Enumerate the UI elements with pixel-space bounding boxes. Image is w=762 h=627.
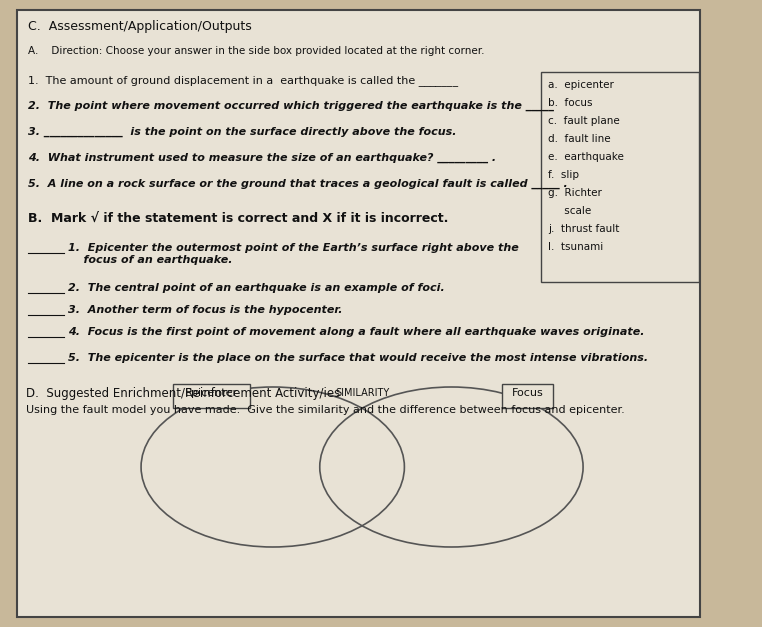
Text: Focus: Focus — [512, 388, 543, 398]
Text: 2.  The point where movement occurred which triggered the earthquake is the ____: 2. The point where movement occurred whi… — [28, 101, 554, 111]
Text: 1.  The amount of ground displacement in a  earthquake is called the _______: 1. The amount of ground displacement in … — [28, 75, 458, 86]
Text: A.    Direction: Choose your answer in the side box provided located at the righ: A. Direction: Choose your answer in the … — [28, 46, 485, 56]
Text: l.  tsunami: l. tsunami — [549, 242, 604, 252]
Text: 3. ______________  is the point on the surface directly above the focus.: 3. ______________ is the point on the su… — [28, 127, 456, 137]
Text: f.  slip: f. slip — [549, 170, 579, 180]
Text: scale: scale — [549, 206, 591, 216]
Text: C.  Assessment/Application/Outputs: C. Assessment/Application/Outputs — [28, 20, 252, 33]
Text: d.  fault line: d. fault line — [549, 134, 611, 144]
Text: j.  thrust fault: j. thrust fault — [549, 224, 620, 234]
Text: b.  focus: b. focus — [549, 98, 593, 108]
FancyBboxPatch shape — [173, 384, 250, 408]
FancyBboxPatch shape — [541, 72, 699, 282]
Text: Epicenter: Epicenter — [185, 388, 239, 398]
Text: B.  Mark √ if the statement is correct and X if it is incorrect.: B. Mark √ if the statement is correct an… — [28, 213, 449, 226]
Text: 4.  Focus is the first point of movement along a fault where all earthquake wave: 4. Focus is the first point of movement … — [68, 327, 644, 337]
Text: g.  Richter: g. Richter — [549, 188, 602, 198]
Text: 2.  The central point of an earthquake is an example of foci.: 2. The central point of an earthquake is… — [68, 283, 444, 293]
Text: a.  epicenter: a. epicenter — [549, 80, 614, 90]
Text: Using the fault model you have made.  Give the similarity and the difference bet: Using the fault model you have made. Giv… — [27, 405, 625, 415]
Text: 4.  What instrument used to measure the size of an earthquake? _________ .: 4. What instrument used to measure the s… — [28, 153, 496, 163]
Text: e.  earthquake: e. earthquake — [549, 152, 624, 162]
FancyBboxPatch shape — [17, 10, 700, 617]
FancyBboxPatch shape — [502, 384, 553, 408]
Text: SIMILARITY: SIMILARITY — [335, 388, 389, 398]
Text: 5.  The epicenter is the place on the surface that would receive the most intens: 5. The epicenter is the place on the sur… — [68, 353, 648, 363]
Text: 5.  A line on a rock surface or the ground that traces a geological fault is cal: 5. A line on a rock surface or the groun… — [28, 179, 568, 189]
Text: 3.  Another term of focus is the hypocenter.: 3. Another term of focus is the hypocent… — [68, 305, 342, 315]
Text: c.  fault plane: c. fault plane — [549, 116, 620, 126]
Text: D.  Suggested Enrichment/Reinforcement Activity/ies: D. Suggested Enrichment/Reinforcement Ac… — [27, 387, 341, 400]
Text: 1.  Epicenter the outermost point of the Earth’s surface right above the
    foc: 1. Epicenter the outermost point of the … — [68, 243, 518, 265]
